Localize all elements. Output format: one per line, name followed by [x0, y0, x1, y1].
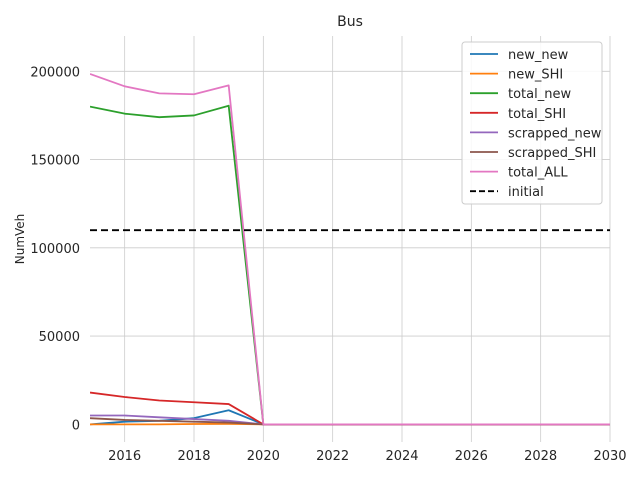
x-tick-label: 2024: [385, 449, 418, 464]
x-tick-label: 2026: [455, 449, 488, 464]
y-tick-label: 100000: [30, 242, 80, 257]
chart-title: Bus: [337, 14, 363, 30]
legend-label: scrapped_SHI: [508, 146, 596, 161]
x-tick-label: 2016: [108, 449, 141, 464]
x-tick-label: 2022: [316, 449, 349, 464]
x-tick-label: 2030: [593, 449, 626, 464]
legend-label: total_ALL: [508, 166, 568, 181]
tick-labels: 2016 2018 2020 2022 2024 2026 2028 2030 0 50000 10…: [30, 65, 626, 464]
y-tick-label: 0: [72, 418, 80, 433]
legend-box: [461, 41, 603, 205]
legend-label: new_new: [508, 48, 569, 63]
legend-label: scrapped_new: [508, 126, 602, 141]
legend-label: new_SHI: [508, 68, 563, 83]
y-tick-label: 150000: [30, 154, 80, 169]
legend-label: initial: [508, 185, 544, 200]
x-tick-label: 2018: [177, 449, 210, 464]
y-axis-label: NumVeh: [13, 214, 27, 265]
legend: new_new new_SHI total_new total_SHI scrapped…: [461, 41, 603, 205]
legend-label: total_new: [508, 87, 571, 102]
series-lines: [90, 73, 610, 426]
series-line-total_ALL: [90, 73, 610, 426]
x-tick-label: 2028: [524, 449, 557, 464]
y-tick-label: 200000: [30, 65, 80, 80]
legend-label: total_SHI: [508, 107, 566, 122]
x-tick-label: 2020: [247, 449, 280, 464]
y-tick-label: 50000: [39, 330, 80, 345]
